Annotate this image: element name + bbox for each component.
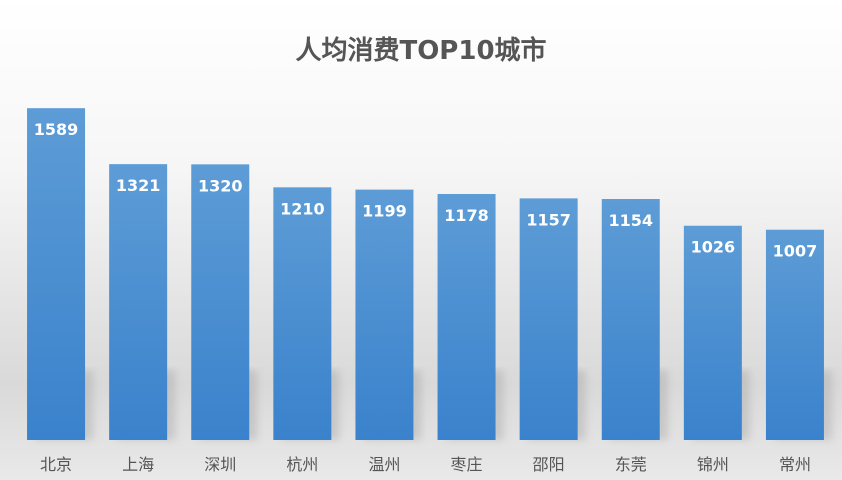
value-label: 1199	[362, 202, 407, 221]
bars-group	[27, 108, 824, 441]
bar-温州	[355, 189, 414, 440]
bar-深圳	[191, 164, 250, 440]
value-label: 1321	[116, 176, 161, 195]
bar-枣庄	[437, 194, 496, 440]
category-labels-group: 北京 上海 深圳 杭州 温州 枣庄 邵阳 东莞 锦州 常州	[40, 455, 811, 474]
category-label: 东莞	[615, 455, 647, 474]
value-labels-group: 1589 1321 1320 1210 1199 1178 1157 1154 1026 1007	[34, 120, 817, 261]
category-label: 杭州	[286, 455, 318, 474]
chart-title: 人均消费TOP10城市	[295, 36, 547, 66]
category-label: 北京	[40, 455, 72, 474]
bar-北京	[27, 108, 86, 440]
bar-常州	[765, 229, 824, 440]
value-label: 1589	[34, 120, 79, 139]
bar-杭州	[273, 187, 332, 440]
category-label: 常州	[779, 455, 811, 474]
category-label: 邵阳	[533, 455, 565, 474]
category-label: 枣庄	[451, 455, 483, 474]
bar-东莞	[601, 199, 660, 440]
category-label: 深圳	[204, 455, 236, 474]
value-label: 1026	[691, 238, 736, 257]
category-label: 温州	[368, 455, 400, 474]
value-label: 1178	[444, 206, 489, 225]
bar-邵阳	[519, 198, 578, 440]
value-label: 1157	[526, 210, 571, 229]
value-label: 1210	[280, 199, 325, 218]
value-label: 1320	[198, 176, 243, 195]
bar-锦州	[683, 225, 742, 440]
category-label: 上海	[122, 455, 154, 474]
bar-上海	[109, 164, 168, 441]
category-label: 锦州	[697, 455, 729, 474]
value-label: 1154	[608, 211, 653, 230]
value-label: 1007	[773, 242, 818, 261]
